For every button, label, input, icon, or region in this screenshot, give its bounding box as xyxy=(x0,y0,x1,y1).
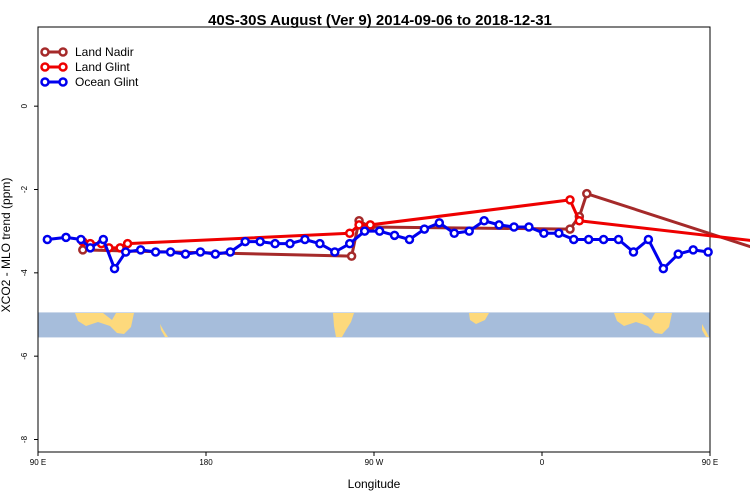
data-point xyxy=(613,234,624,245)
data-point xyxy=(568,234,579,245)
data-point xyxy=(300,234,310,245)
series-ocean-glint xyxy=(42,216,713,274)
data-point xyxy=(98,234,109,245)
legend-swatch-point xyxy=(40,62,50,72)
y-tick-label: -2 xyxy=(20,185,29,193)
data-point xyxy=(643,234,654,245)
data-point xyxy=(330,247,340,257)
data-point xyxy=(85,243,96,253)
data-point xyxy=(255,236,265,247)
series-land-nadir xyxy=(78,188,750,261)
legend-swatch-point xyxy=(40,77,50,87)
data-point xyxy=(210,249,221,259)
data-point xyxy=(658,263,669,274)
y-tick-label: 0 xyxy=(20,103,29,108)
x-tick-label: 90 E xyxy=(702,458,718,467)
legend-swatch-point xyxy=(58,47,68,57)
data-point xyxy=(122,238,133,249)
legend-label: Land Nadir xyxy=(75,45,134,59)
legend-item: Land Nadir xyxy=(40,45,134,59)
chart-title: 40S-30S August (Ver 9) 2014-09-06 to 201… xyxy=(208,12,552,29)
data-point xyxy=(270,238,280,249)
data-point xyxy=(703,247,713,257)
data-point xyxy=(180,249,191,259)
data-point xyxy=(673,249,684,259)
x-tick-label: 90 E xyxy=(30,458,46,467)
legend-label: Ocean Glint xyxy=(75,75,139,89)
y-tick-label: -8 xyxy=(20,435,29,443)
land-mass xyxy=(702,324,709,337)
data-point xyxy=(315,238,325,249)
series-line xyxy=(47,219,709,271)
data-point xyxy=(150,247,161,257)
series-land-glint xyxy=(78,195,750,253)
y-tick-label: -4 xyxy=(20,269,29,277)
series-layer xyxy=(42,188,750,274)
data-point xyxy=(374,226,385,236)
data-point xyxy=(688,245,698,255)
data-point xyxy=(344,238,355,249)
data-point xyxy=(554,228,564,238)
data-point xyxy=(419,224,430,234)
data-point xyxy=(434,218,445,228)
legend-swatch-point xyxy=(58,62,68,72)
data-point xyxy=(195,247,206,257)
land-mass xyxy=(469,313,489,324)
data-point xyxy=(574,216,585,226)
data-point xyxy=(524,222,534,232)
x-tick-label: 0 xyxy=(540,458,545,467)
data-point xyxy=(135,245,146,255)
data-point xyxy=(42,234,53,245)
land-mass xyxy=(333,313,354,337)
data-point xyxy=(354,220,364,230)
data-point xyxy=(565,224,575,234)
data-point xyxy=(120,247,131,257)
ocean-strip xyxy=(38,312,710,338)
y-axis-label: XCO2 - MLO trend (ppm) xyxy=(0,178,13,313)
legend-label: Land Glint xyxy=(75,60,130,74)
legend-item: Ocean Glint xyxy=(40,75,139,89)
y-axis: 0 -2 -4 -6 -8 xyxy=(20,103,38,443)
x-axis-label: Longitude xyxy=(348,477,401,491)
data-point xyxy=(628,247,639,257)
data-point xyxy=(61,232,71,243)
data-point xyxy=(285,238,295,249)
land-mass xyxy=(614,313,672,334)
data-point xyxy=(509,222,519,232)
data-point xyxy=(78,245,88,255)
data-point xyxy=(583,234,594,245)
data-point xyxy=(344,228,355,238)
series-line xyxy=(82,192,750,258)
data-point xyxy=(449,228,460,238)
data-point xyxy=(359,226,370,236)
data-point xyxy=(494,220,504,230)
land-mass xyxy=(160,324,168,337)
land-mass xyxy=(75,313,134,334)
data-point xyxy=(76,234,86,245)
data-point xyxy=(582,188,592,199)
data-point xyxy=(565,195,575,205)
legend-swatch-point xyxy=(58,77,68,87)
world-map-band xyxy=(38,312,710,338)
data-point xyxy=(464,226,474,236)
data-point xyxy=(598,234,609,245)
data-point xyxy=(479,216,489,226)
data-point xyxy=(539,228,549,238)
y-tick-label: -6 xyxy=(20,352,29,360)
data-point xyxy=(165,247,176,257)
legend-swatch-point xyxy=(40,47,50,57)
data-point xyxy=(225,247,236,257)
x-tick-label: 180 xyxy=(199,458,213,467)
data-point xyxy=(240,236,250,247)
data-point xyxy=(389,230,400,241)
legend-item: Land Glint xyxy=(40,60,130,74)
x-axis: 90 E 180 90 W 0 90 E xyxy=(30,452,718,467)
data-point xyxy=(365,220,376,230)
data-point xyxy=(404,234,415,245)
data-point xyxy=(346,251,357,261)
data-point xyxy=(109,263,120,274)
x-tick-label: 90 W xyxy=(365,458,384,467)
